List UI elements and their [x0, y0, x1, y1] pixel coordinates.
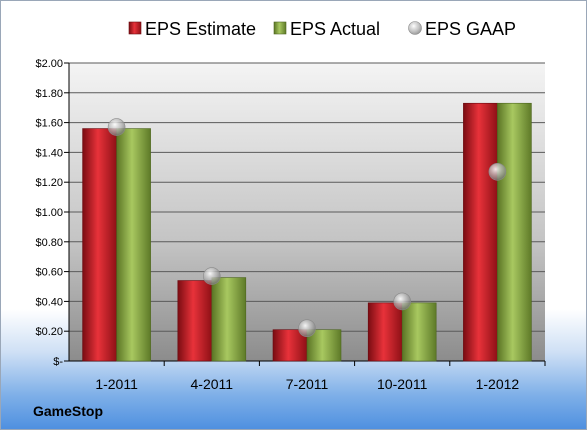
bar-eps-estimate	[82, 128, 117, 362]
bar-eps-estimate	[367, 302, 403, 362]
x-tick-label: 10-2011	[377, 376, 428, 392]
y-tick-label: $1.40	[35, 147, 63, 159]
legend-swatch	[273, 21, 287, 35]
bar-eps-actual	[401, 302, 437, 362]
legend-swatch	[128, 21, 142, 35]
legend-label: EPS Actual	[290, 19, 380, 39]
legend-label: EPS Estimate	[145, 19, 256, 39]
y-tick-label: $2.00	[35, 58, 63, 70]
bar-eps-actual	[497, 102, 532, 362]
y-tick-label: $0.80	[35, 237, 63, 249]
y-tick-label: $-	[53, 356, 63, 368]
legend: EPS Estimate EPS Actual EPS GAAP	[128, 19, 516, 39]
y-tick-label: $1.80	[35, 88, 63, 100]
bar-eps-estimate	[177, 280, 213, 362]
x-tick-label: 1-2011	[95, 376, 138, 392]
x-tick-label: 7-2011	[286, 376, 329, 392]
bars	[82, 102, 532, 362]
point-eps-gaap	[393, 292, 412, 311]
y-tick-label: $0.60	[35, 267, 63, 279]
point-eps-gaap	[203, 267, 221, 285]
x-tick-label: 4-2011	[191, 376, 234, 392]
y-tick-label: $1.20	[35, 177, 63, 189]
gaap-points	[107, 118, 507, 338]
y-axis-ticks: $- $0.20 $0.40 $0.60 $0.80 $1.00 $1.20 $1.40 $1.…	[35, 58, 63, 368]
x-tick-label: 1-2012	[476, 376, 520, 392]
y-tick-label: $0.40	[35, 296, 63, 308]
company-label: GameStop	[33, 403, 104, 419]
bar-eps-actual	[306, 329, 342, 362]
bar-eps-actual	[116, 128, 151, 362]
y-tick-label: $1.00	[35, 207, 63, 219]
x-axis-ticks: 1-2011 4-2011 7-2011 10-2011 1-2012	[95, 361, 546, 392]
point-eps-gaap	[488, 162, 507, 181]
legend-label: EPS GAAP	[425, 19, 516, 39]
y-tick-label: $1.60	[35, 118, 63, 130]
point-eps-gaap	[298, 319, 316, 338]
bar-eps-estimate	[463, 102, 498, 362]
y-tick-label: $0.20	[35, 326, 63, 338]
point-eps-gaap	[107, 118, 126, 136]
legend-swatch	[408, 21, 422, 35]
bar-eps-actual	[211, 277, 247, 362]
